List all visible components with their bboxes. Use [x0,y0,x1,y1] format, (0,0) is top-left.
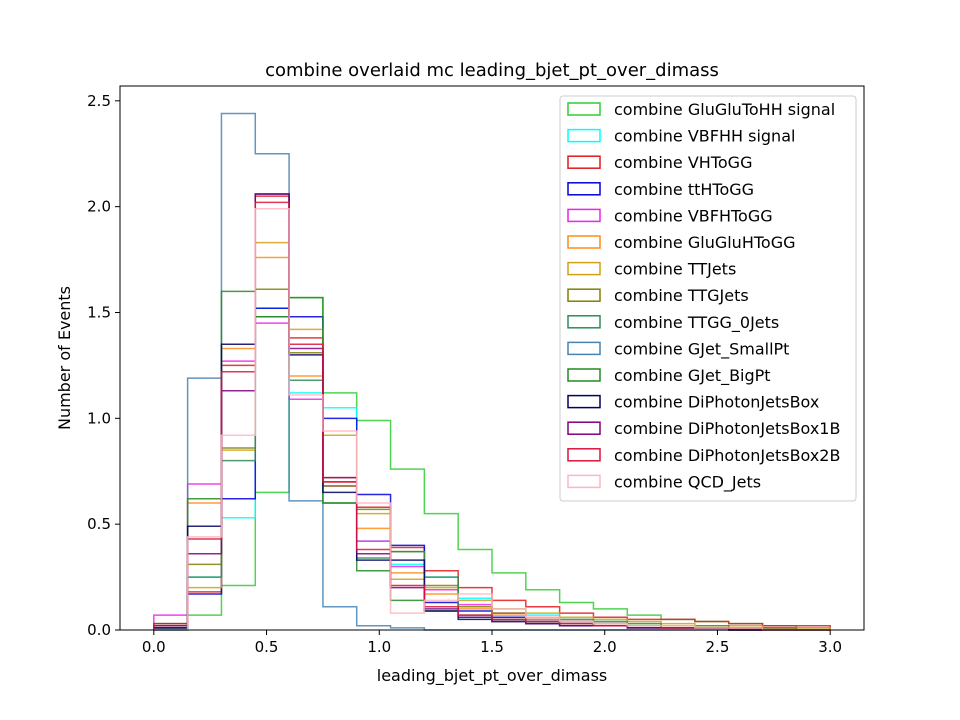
legend-entry-label: combine GJet_SmallPt [614,339,789,359]
legend-entry-label: combine VHToGG [614,153,752,172]
x-tick-label: 1.0 [367,638,391,656]
legend-entry-label: combine GluGluHToGG [614,233,795,252]
legend-entry-label: combine VBFHToGG [614,206,773,225]
y-axis-label: Number of Events [55,286,74,430]
y-tick-label: 2.5 [87,92,111,110]
legend-entry-label: combine TTJets [614,260,736,279]
legend-swatch [567,341,601,356]
x-axis-label: leading_bjet_pt_over_dimass [377,666,607,686]
legend-entry-label: combine DiPhotonJetsBox2B [614,446,840,465]
y-tick-label: 2.0 [87,198,111,216]
legend-entry-label: combine ttHToGG [614,180,754,199]
legend-box [559,95,857,502]
legend-swatch [567,474,601,489]
x-axis: 0.0 0.5 1.0 1.5 2.0 2.5 3.0 [142,630,842,656]
legend-swatch [567,235,601,249]
legend-swatch [567,421,601,435]
histogram-series-14 [153,208,831,631]
chart-title: combine overlaid mc leading_bjet_pt_over… [265,60,719,81]
x-tick-label: 0.0 [142,638,166,656]
legend-entry-label: combine DiPhotonJetsBox1B [614,419,840,438]
x-tick-label: 1.5 [480,638,504,656]
y-tick-label: 0.5 [87,515,111,533]
legend-swatch [567,288,601,302]
y-tick-label: 0.0 [87,621,111,639]
legend-entry-label: combine DiPhotonJetsBox [614,393,819,412]
legend-entry-label: combine GJet_BigPt [614,366,771,386]
legend-entry-label: combine VBFHH signal [614,127,795,146]
histogram-series-group [153,112,831,631]
legend-swatch [567,128,601,143]
legend-entry-label: combine GluGluToHH signal [614,100,835,119]
x-tick-label: 3.0 [818,638,842,656]
legend-swatch [567,394,601,409]
legend-swatch [567,368,601,382]
legend-swatch [567,155,601,169]
legend-entry-label: combine TTGJets [614,286,749,305]
legend-swatch [567,315,601,329]
legend-swatch [567,208,601,223]
legend-entry-label: combine QCD_Jets [614,472,761,492]
legend-swatch [567,448,601,462]
x-tick-label: 0.5 [255,638,279,656]
x-tick-label: 2.0 [593,638,617,656]
y-axis: 0.0 0.5 1.0 1.5 2.0 2.5 [87,92,120,639]
legend-swatch [567,102,601,116]
y-tick-label: 1.5 [87,303,111,321]
legend-entry-label: combine TTGG_0Jets [614,313,779,333]
x-tick-label: 2.5 [706,638,730,656]
legend-swatch [567,182,601,196]
legend-swatch [567,261,601,276]
y-tick-label: 1.0 [87,409,111,427]
legend: combine GluGluToHH signal combine VBFHH s… [559,95,857,502]
